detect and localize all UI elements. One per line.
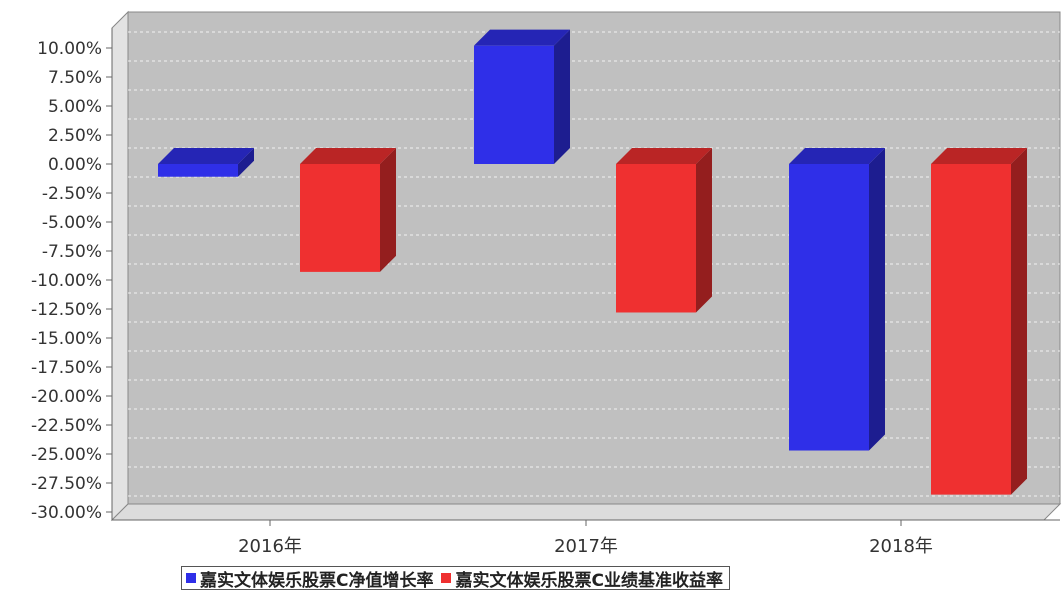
bar-top-face <box>300 148 396 164</box>
y-tick-label: -15.00% <box>31 329 102 349</box>
bar-top-face <box>616 148 712 164</box>
bar-chart: 10.00% 7.50% 5.00% 2.50% 0.00% -2.50% -5.00% -7… <box>31 10 1062 557</box>
x-category-label: 2018年 <box>869 536 933 557</box>
y-tick-label: -12.50% <box>31 300 102 320</box>
bar-front-face <box>616 164 696 313</box>
y-axis-ticks: 10.00% 7.50% 5.00% 2.50% 0.00% -2.50% -5.00% -7… <box>31 39 112 523</box>
x-axis-categories: 2016年 2017年 2018年 <box>238 520 933 557</box>
bar <box>931 148 1027 495</box>
bar-side-face <box>696 148 712 313</box>
y-tick-label: 5.00% <box>48 97 102 117</box>
y-tick-label: 7.50% <box>48 68 102 88</box>
bar-side-face <box>554 29 570 165</box>
bar-top-face <box>474 29 570 46</box>
legend-label-benchmark: 嘉实文体娱乐股票C业绩基准收益率 <box>455 570 723 591</box>
y-tick-label: -20.00% <box>31 387 102 407</box>
bar-front-face <box>300 164 380 272</box>
y-tick-label: -17.50% <box>31 358 102 378</box>
y-tick-label: -2.50% <box>42 184 102 204</box>
bar-side-face <box>1011 148 1027 495</box>
bar-front-face <box>931 164 1011 495</box>
left-wall <box>111 10 129 522</box>
y-tick-label: -5.00% <box>42 213 102 233</box>
x-category-label: 2016年 <box>238 536 302 557</box>
x-category-label: 2017年 <box>554 536 618 557</box>
floor <box>110 503 1062 521</box>
y-tick-label: 2.50% <box>48 126 102 146</box>
back-wall <box>127 11 1061 505</box>
y-tick-label: -7.50% <box>42 242 102 262</box>
bar-side-face <box>238 148 254 177</box>
y-tick-label: 10.00% <box>37 39 102 59</box>
y-tick-label: -27.50% <box>31 474 102 494</box>
y-tick-label: -10.00% <box>31 271 102 291</box>
bar <box>474 29 570 165</box>
bar-top-face <box>931 148 1027 164</box>
plot-frame <box>110 10 1062 522</box>
y-tick-label: -22.50% <box>31 416 102 436</box>
bars <box>158 29 1027 495</box>
legend-label-nav-growth: 嘉实文体娱乐股票C净值增长率 <box>200 570 434 591</box>
bar <box>789 148 885 451</box>
bar-side-face <box>869 148 885 451</box>
y-tick-label: 0.00% <box>48 155 102 175</box>
bar-side-face <box>380 148 396 272</box>
y-tick-label: -30.00% <box>31 503 102 523</box>
bar <box>616 148 712 313</box>
gridlines <box>128 31 1060 497</box>
bar-top-face <box>158 148 254 164</box>
legend-swatch-benchmark <box>441 573 452 583</box>
legend-swatch-nav-growth <box>186 573 196 583</box>
bar-top-face <box>789 148 885 164</box>
y-tick-label: -25.00% <box>31 445 102 465</box>
legend-item-benchmark: 嘉实文体娱乐股票C业绩基准收益率 <box>441 566 723 591</box>
bar-front-face <box>474 45 554 164</box>
bar-front-face <box>158 164 238 177</box>
bar-front-face <box>789 164 869 451</box>
legend: 嘉实文体娱乐股票C净值增长率 嘉实文体娱乐股票C业绩基准收益率 <box>181 566 730 591</box>
legend-item-nav-growth: 嘉实文体娱乐股票C净值增长率 <box>186 566 433 591</box>
bar <box>300 148 396 272</box>
bar <box>158 148 254 177</box>
